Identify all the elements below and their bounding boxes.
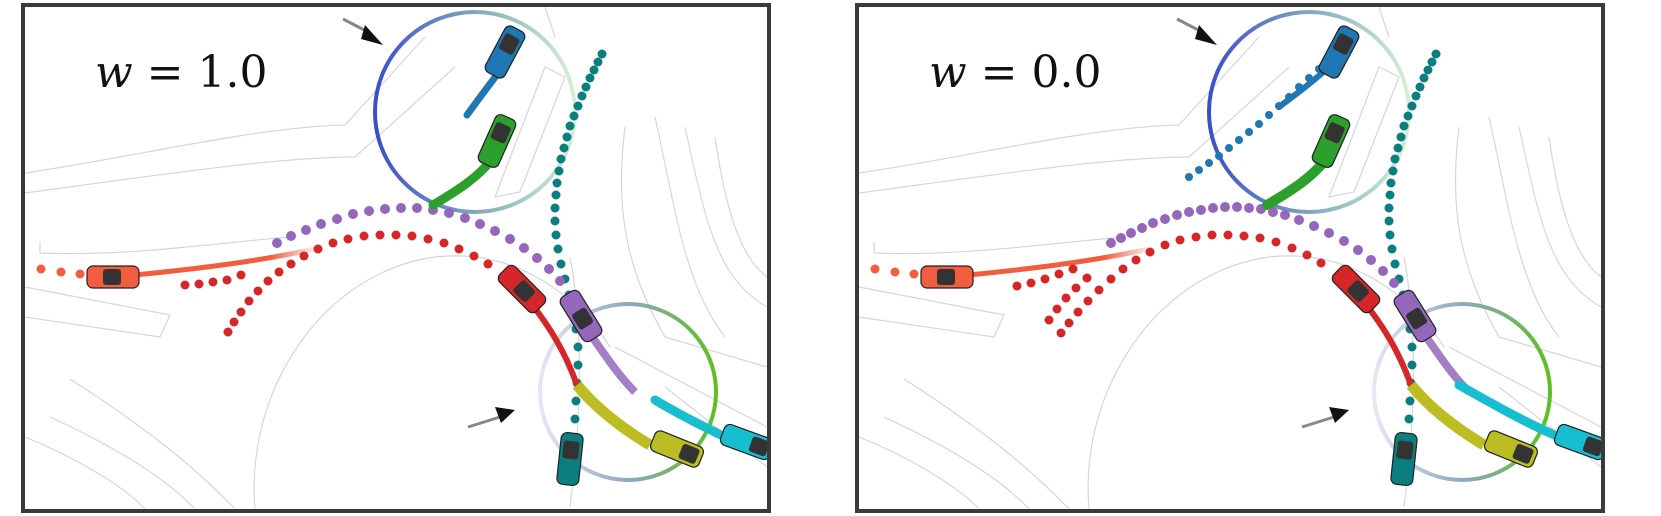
car-icon — [1331, 264, 1381, 314]
teal-trajectory — [550, 49, 607, 424]
scene — [859, 7, 1601, 509]
car-icon — [1318, 25, 1360, 79]
car-icon — [719, 423, 767, 461]
focus-ring — [1372, 302, 1552, 482]
car-icon — [1393, 289, 1437, 343]
car-icon — [920, 265, 974, 289]
focus-ring — [538, 302, 718, 482]
red-trajectory — [1012, 230, 1326, 338]
map-lines — [859, 7, 1601, 509]
car-icon — [559, 289, 603, 343]
olive-path — [572, 381, 653, 450]
weight-label: w = 1.0 — [95, 47, 268, 98]
scene — [25, 7, 767, 509]
car-icon — [649, 430, 705, 468]
olive-path — [1406, 381, 1487, 450]
cyan-path — [650, 395, 730, 442]
blue-trajectory — [1185, 65, 1323, 181]
red-history — [36, 264, 85, 279]
cyan-path — [1454, 380, 1564, 442]
arrow-icon — [467, 407, 515, 429]
car-icon — [484, 25, 526, 79]
panel-w-0: w = 0.0 — [855, 3, 1605, 513]
red-trajectory — [180, 230, 493, 337]
panel-w-1: w = 1.0 — [21, 3, 771, 513]
purple-trajectory — [272, 203, 565, 286]
car-icon — [1483, 430, 1539, 468]
purple-trajectory — [1106, 202, 1399, 288]
arrow-icon — [1176, 17, 1217, 45]
car-icon — [556, 431, 584, 487]
map-lines — [25, 7, 767, 509]
car-icon — [1553, 423, 1601, 461]
car-icon — [1390, 431, 1418, 487]
weight-label: w = 0.0 — [929, 47, 1102, 98]
arrow-icon — [342, 17, 383, 45]
car-icon — [497, 264, 547, 314]
car-icon — [477, 114, 517, 168]
car-icon — [86, 265, 140, 289]
teal-trajectory — [1384, 49, 1441, 424]
arrow-icon — [1301, 407, 1349, 429]
red-history — [870, 264, 919, 279]
car-icon — [1311, 114, 1351, 168]
